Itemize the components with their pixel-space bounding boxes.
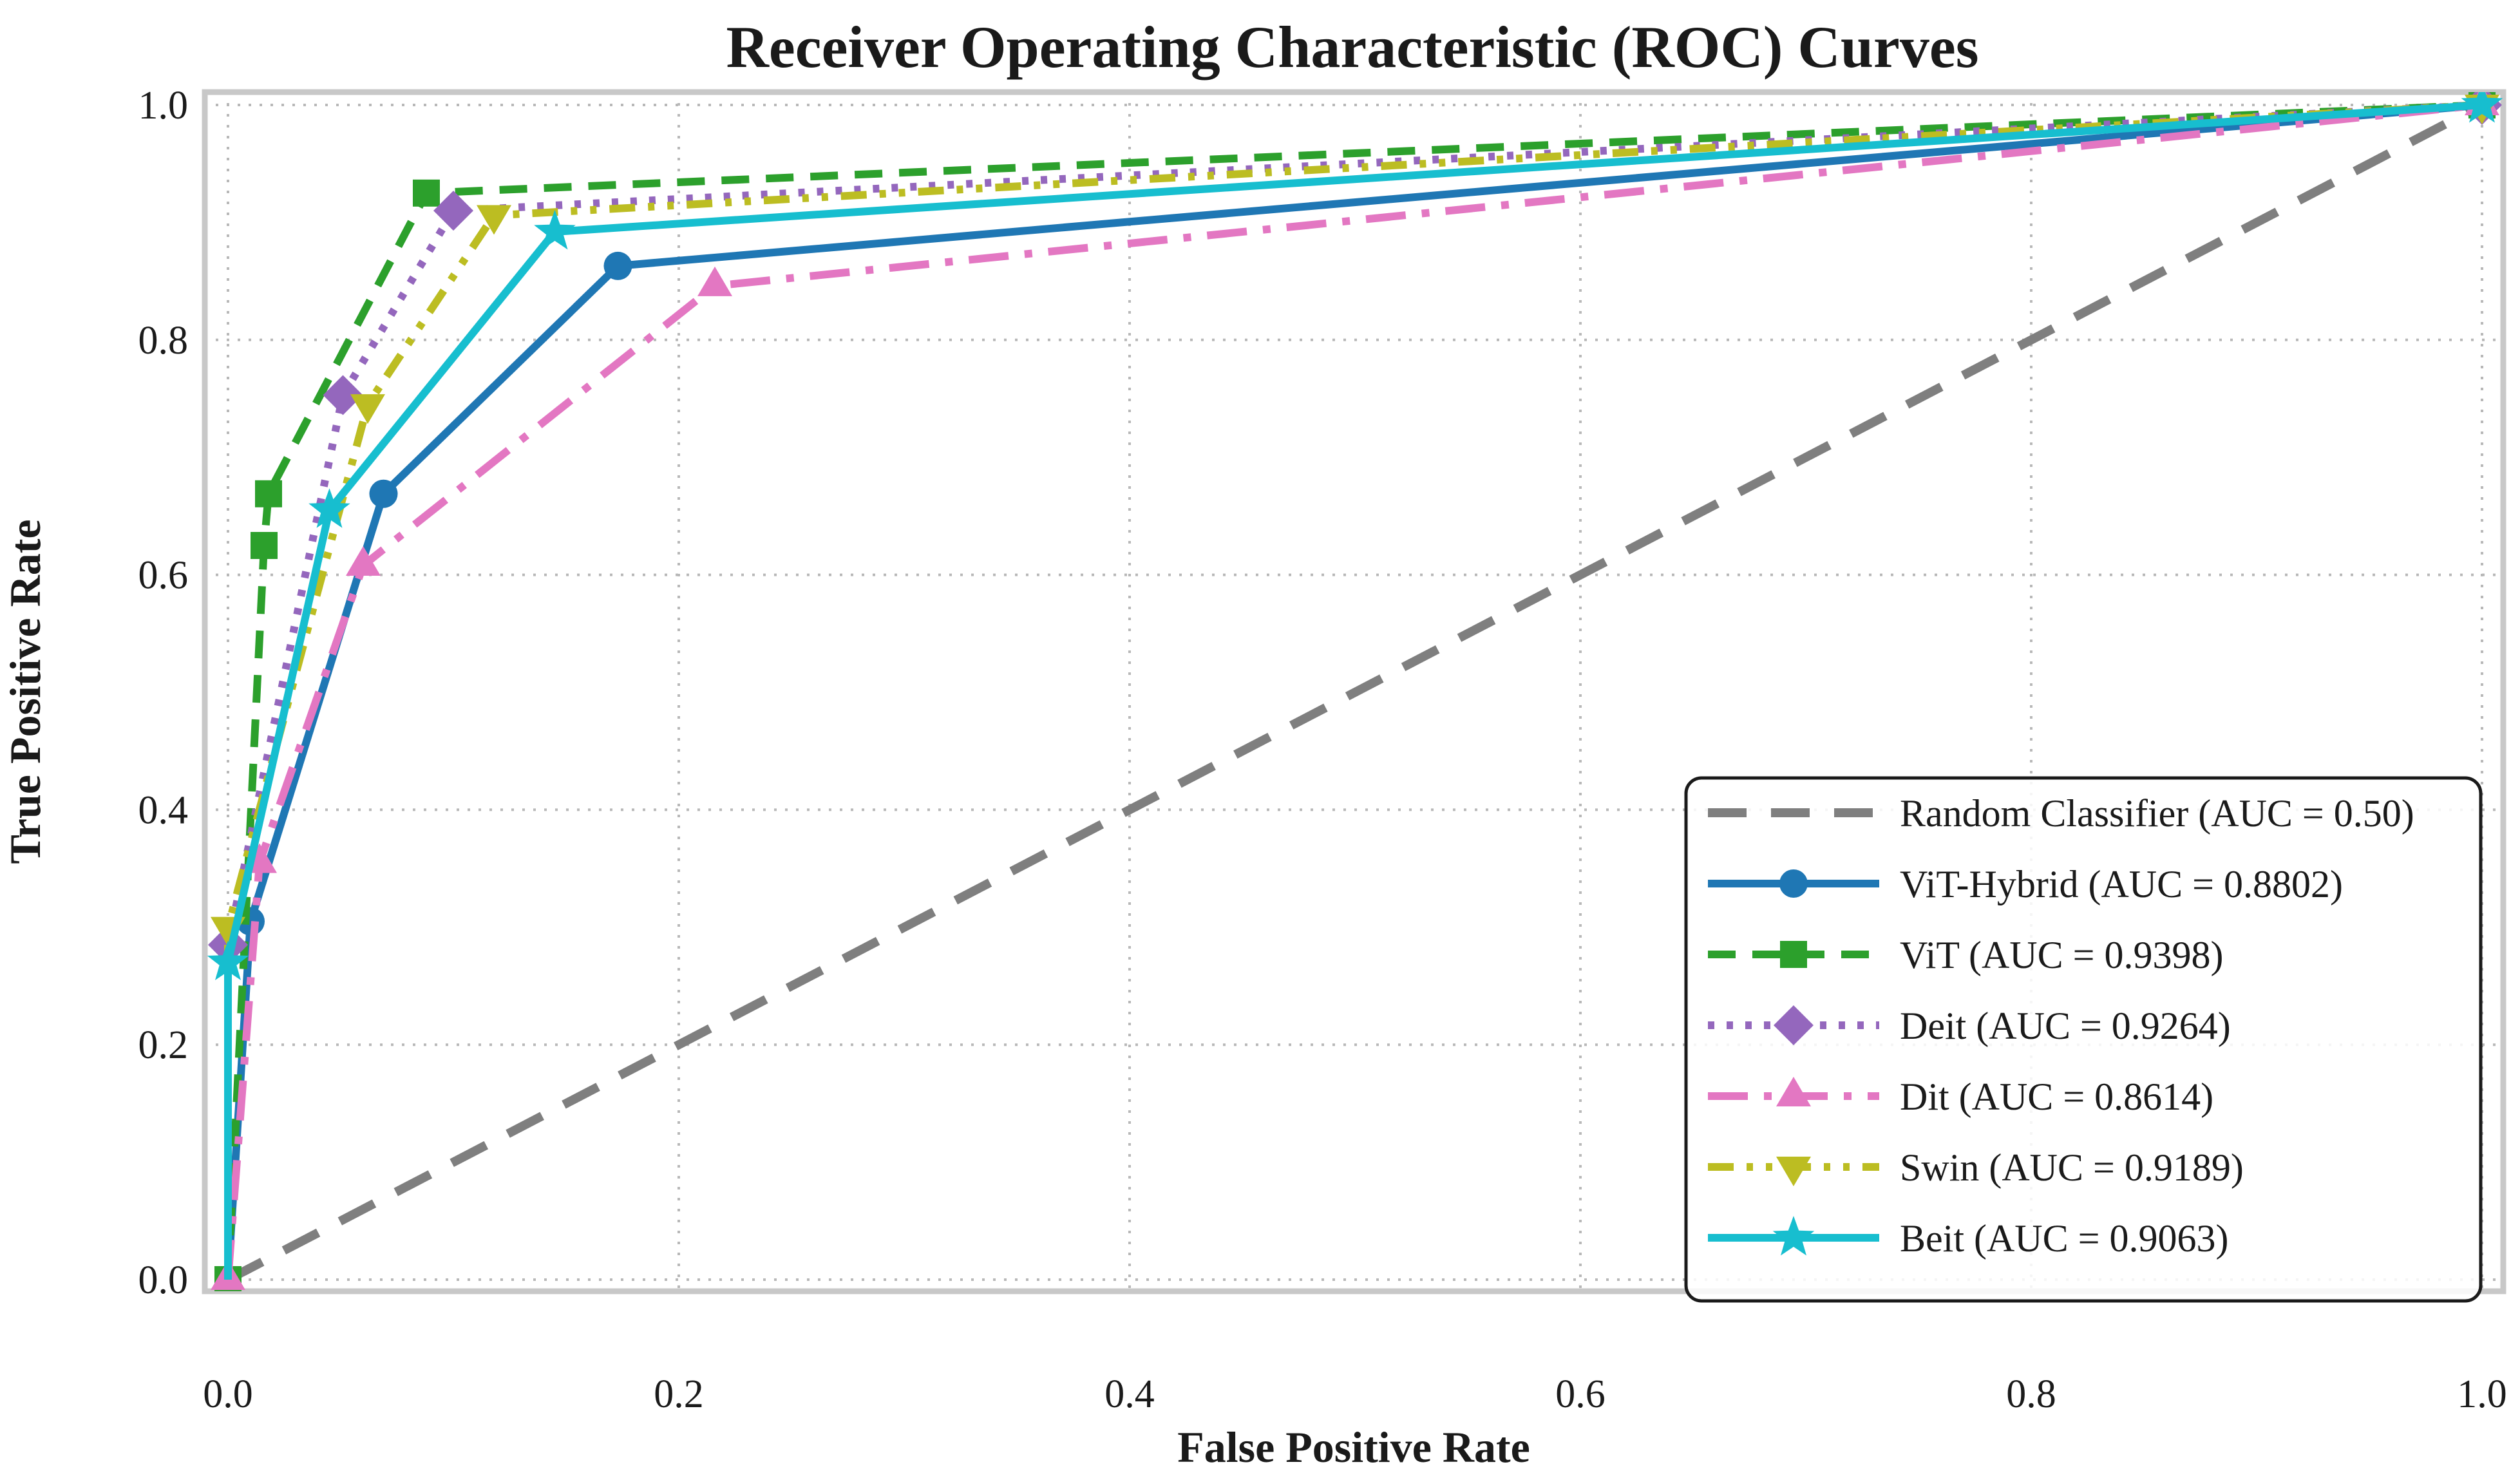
data-point-marker	[534, 210, 576, 250]
legend-sample-marker	[1774, 1005, 1814, 1045]
x-tick-label: 1.0	[2457, 1372, 2507, 1416]
x-axis-ticks: 0.0 0.2 0.4 0.6 0.8 1.0	[203, 1372, 2507, 1416]
data-point-marker	[369, 479, 398, 508]
legend-item-label: Swin (AUC = 0.9189)	[1900, 1146, 2244, 1189]
x-axis-label: False Positive Rate	[1177, 1423, 1530, 1472]
data-point-marker	[207, 940, 249, 980]
series-random-classifier	[225, 100, 2485, 1284]
roc-curves	[207, 92, 2503, 1291]
legend-item-label: Beit (AUC = 0.9063)	[1900, 1217, 2228, 1260]
x-tick-label: 0.8	[2006, 1372, 2056, 1416]
data-point-marker	[251, 532, 278, 559]
data-point-marker	[255, 480, 282, 507]
y-tick-label: 0.8	[138, 319, 189, 363]
x-tick-label: 0.6	[1555, 1372, 1606, 1416]
series-beit	[207, 92, 2503, 1280]
legend-item-dit: Dit (AUC = 0.8614)	[1708, 1075, 2213, 1118]
legend-item-label: Dit (AUC = 0.8614)	[1900, 1075, 2213, 1118]
data-point-marker	[433, 191, 473, 231]
legend: Random Classifier (AUC = 0.50) ViT-Hybrid…	[1684, 776, 2483, 1303]
legend-item-label: Random Classifier (AUC = 0.50)	[1900, 792, 2414, 835]
data-point-marker	[603, 251, 632, 280]
legend-item-deit: Deit (AUC = 0.9264)	[1708, 1005, 2231, 1047]
plot-border	[202, 89, 2506, 1294]
data-point-marker	[346, 546, 381, 576]
data-point-marker	[413, 179, 440, 207]
data-point-marker	[477, 205, 511, 235]
legend-sample-marker	[1772, 1216, 1815, 1256]
legend-sample-marker	[1780, 941, 1807, 968]
y-tick-label: 0.6	[138, 554, 189, 598]
legend-item-label: Deit (AUC = 0.9264)	[1900, 1005, 2231, 1047]
y-tick-label: 0.2	[138, 1023, 189, 1067]
y-tick-label: 0.4	[138, 788, 189, 832]
data-point-marker	[697, 266, 732, 296]
data-point-marker	[323, 375, 363, 415]
legend-sample-marker	[1776, 1077, 1811, 1106]
y-tick-label: 1.0	[138, 84, 189, 128]
legend-item-beit: Beit (AUC = 0.9063)	[1708, 1216, 2228, 1260]
x-tick-label: 0.0	[203, 1372, 253, 1416]
series-line	[225, 100, 2485, 1284]
data-point-marker	[350, 394, 385, 424]
legend-item-vit-hybrid: ViT-Hybrid (AUC = 0.8802)	[1708, 863, 2343, 905]
legend-sample-marker	[1776, 1157, 1811, 1186]
legend-item-swin: Swin (AUC = 0.9189)	[1708, 1146, 2244, 1189]
legend-item-vit: ViT (AUC = 0.9398)	[1708, 934, 2223, 976]
legend-item-label: ViT (AUC = 0.9398)	[1900, 934, 2223, 976]
series-line	[224, 101, 2483, 1280]
x-tick-label: 0.4	[1104, 1372, 1155, 1416]
y-axis-ticks: 0.0 0.2 0.4 0.6 0.8 1.0	[138, 84, 189, 1302]
legend-box	[1684, 776, 2483, 1303]
legend-item-label: ViT-Hybrid (AUC = 0.8802)	[1900, 863, 2343, 905]
legend-item-random-classifier: Random Classifier (AUC = 0.50)	[1708, 792, 2414, 835]
x-tick-label: 0.2	[654, 1372, 704, 1416]
legend-sample-marker	[1779, 869, 1808, 898]
data-point-marker	[2461, 92, 2503, 123]
y-tick-label: 0.0	[138, 1258, 189, 1302]
data-point-marker	[308, 488, 350, 528]
chart-title: Receiver Operating Characteristic (ROC) …	[726, 14, 1978, 80]
y-axis-label: True Positive Rate	[1, 519, 50, 864]
